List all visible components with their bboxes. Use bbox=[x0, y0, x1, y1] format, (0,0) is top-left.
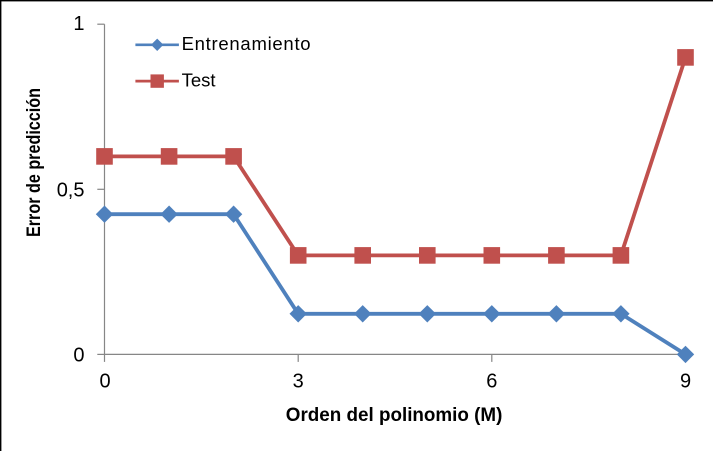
svg-text:Orden del polinomio (M): Orden del polinomio (M) bbox=[286, 404, 503, 426]
svg-text:Entrenamiento: Entrenamiento bbox=[182, 33, 311, 54]
svg-text:Test: Test bbox=[182, 69, 216, 90]
svg-text:0: 0 bbox=[73, 345, 84, 367]
svg-text:1: 1 bbox=[73, 13, 84, 35]
svg-text:9: 9 bbox=[680, 371, 691, 393]
svg-text:0: 0 bbox=[99, 371, 110, 393]
svg-text:6: 6 bbox=[486, 371, 497, 393]
svg-text:0,5: 0,5 bbox=[57, 179, 85, 201]
svg-text:3: 3 bbox=[293, 371, 304, 393]
svg-text:Error de predicción: Error de predicción bbox=[23, 88, 45, 237]
